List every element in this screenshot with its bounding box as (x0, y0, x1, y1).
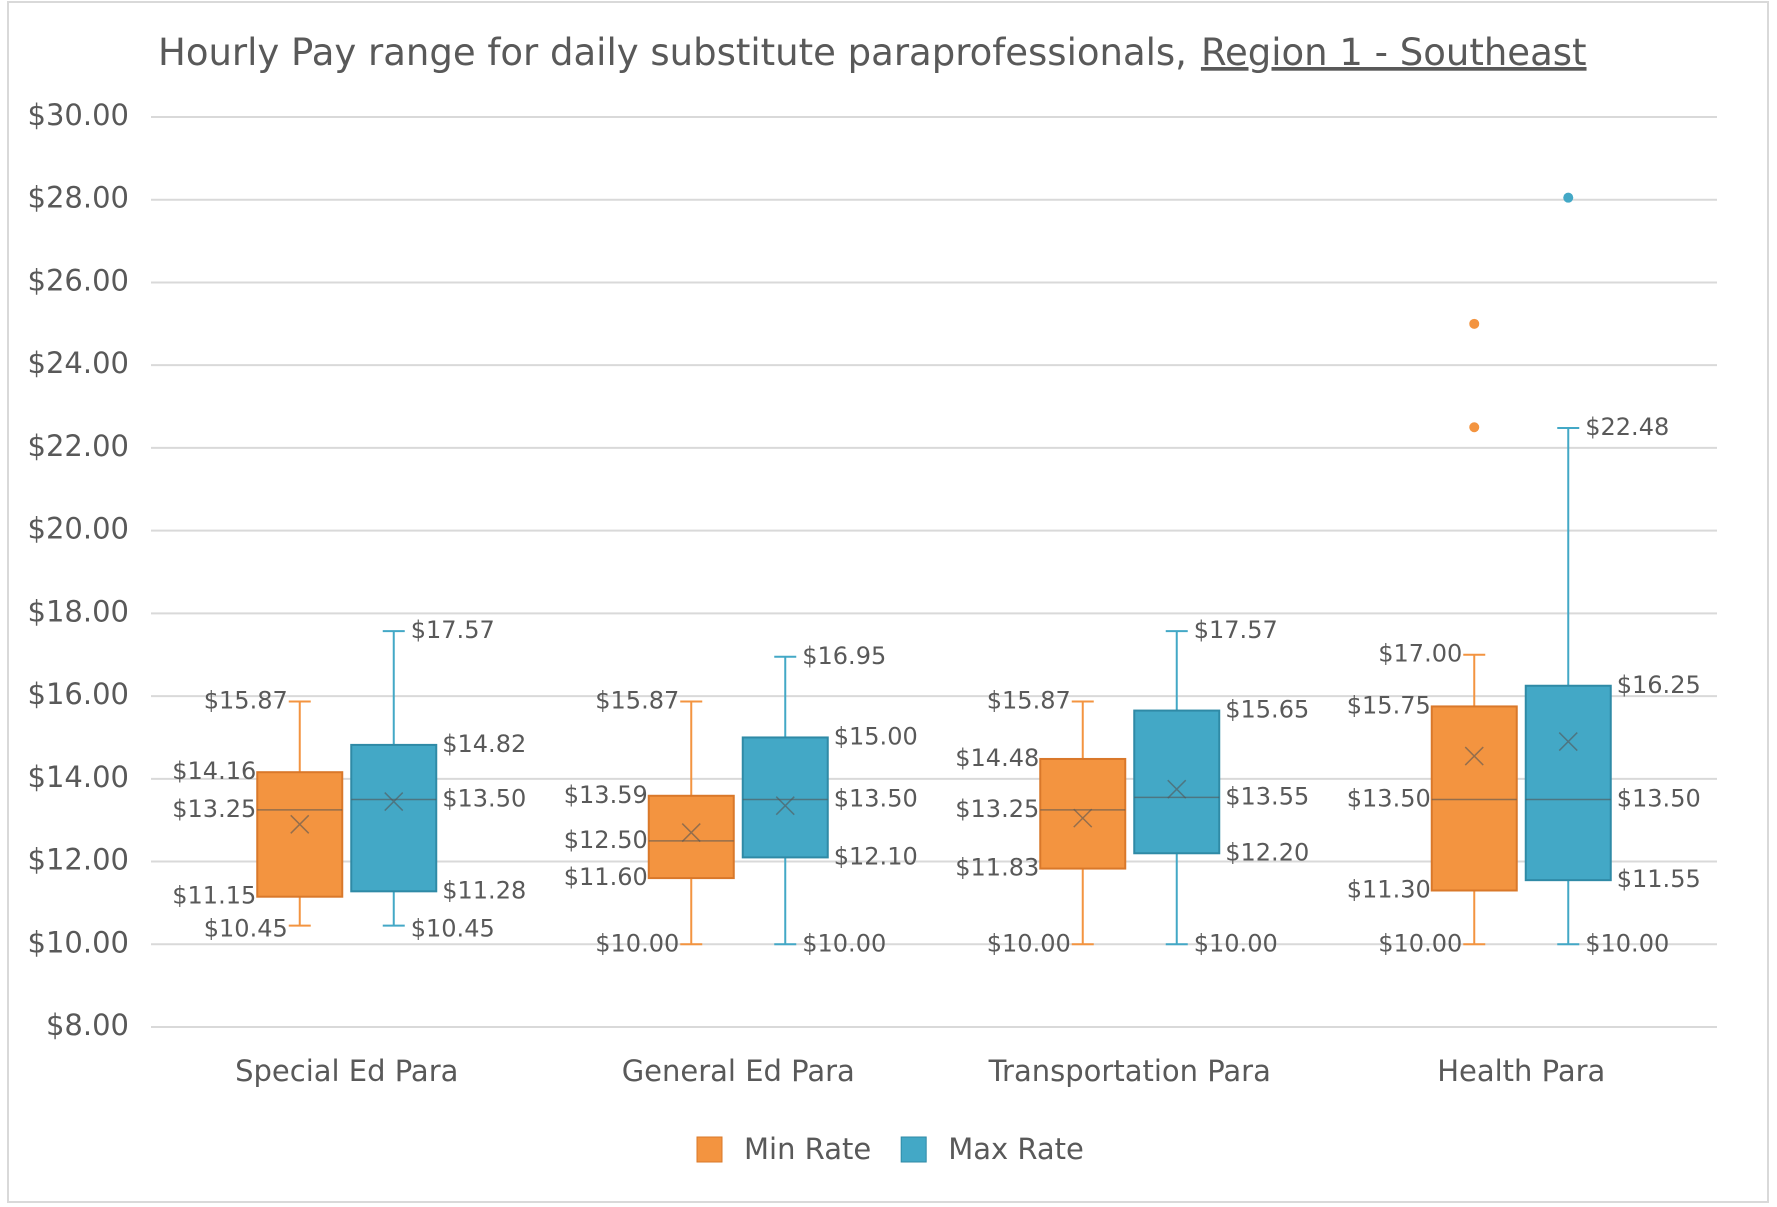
x-tick-label: Transportation Para (988, 1054, 1271, 1088)
legend-label: Min Rate (744, 1132, 871, 1166)
value-label: $10.00 (802, 929, 886, 957)
value-label: $16.25 (1617, 671, 1701, 699)
x-tick-label: Health Para (1437, 1054, 1605, 1088)
title-region: Region 1 - Southeast (1201, 31, 1587, 74)
value-label: $17.57 (1194, 616, 1278, 644)
legend-label: Max Rate (948, 1132, 1084, 1166)
legend-swatch (696, 1136, 723, 1163)
y-tick-label: $12.00 (28, 843, 129, 877)
y-tick-label: $26.00 (28, 263, 129, 297)
value-label: $11.28 (442, 876, 526, 904)
y-tick-label: $20.00 (28, 512, 129, 546)
value-label: $14.48 (955, 744, 1039, 772)
value-label: $14.16 (172, 757, 256, 785)
value-label: $13.50 (1347, 785, 1431, 813)
value-label: $13.50 (442, 785, 526, 813)
mean-marker (1464, 746, 1484, 766)
value-label: $10.00 (595, 929, 679, 957)
value-label: $15.65 (1225, 696, 1309, 724)
value-label: $13.50 (834, 785, 918, 813)
value-label: $13.55 (1225, 782, 1309, 810)
value-label: $15.87 (204, 686, 288, 714)
value-label: $11.55 (1617, 865, 1701, 893)
y-tick-label: $30.00 (28, 98, 129, 132)
mean-marker (384, 792, 404, 812)
value-label: $12.20 (1225, 838, 1309, 866)
value-label: $15.75 (1347, 691, 1431, 719)
mean-marker (775, 796, 795, 816)
title-text: Hourly Pay range for daily substitute pa… (158, 31, 1187, 74)
value-label: $12.50 (564, 826, 648, 854)
value-label: $13.50 (1617, 785, 1701, 813)
value-label: $11.83 (955, 854, 1039, 882)
box (256, 771, 344, 898)
value-label: $13.25 (172, 795, 256, 823)
value-label: $13.25 (955, 795, 1039, 823)
outlier (1563, 192, 1574, 203)
y-tick-label: $22.00 (28, 429, 129, 463)
chart-title: Hourly Pay range for daily substitute pa… (158, 31, 1587, 74)
value-label: $10.00 (1194, 929, 1278, 957)
value-label: $10.45 (411, 915, 495, 943)
mean-marker (1558, 732, 1578, 752)
outlier (1469, 422, 1480, 433)
mean-marker (1167, 779, 1187, 799)
y-tick-label: $8.00 (46, 1008, 129, 1042)
value-label: $10.00 (1378, 929, 1462, 957)
mean-marker (681, 823, 701, 843)
mean-marker (1073, 808, 1093, 828)
box (350, 743, 438, 893)
y-tick-label: $10.00 (28, 925, 129, 959)
y-tick-label: $18.00 (28, 594, 129, 628)
x-tick-label: Special Ed Para (235, 1054, 458, 1088)
value-label: $12.10 (834, 842, 918, 870)
value-label: $17.00 (1378, 640, 1462, 668)
outlier (1469, 318, 1480, 329)
value-label: $14.82 (442, 730, 526, 758)
y-tick-label: $24.00 (28, 346, 129, 380)
y-tick-label: $16.00 (28, 677, 129, 711)
y-tick-label: $14.00 (28, 760, 129, 794)
legend-swatch (900, 1136, 927, 1163)
value-label: $10.00 (987, 929, 1071, 957)
value-label: $15.87 (987, 686, 1071, 714)
x-tick-label: General Ed Para (622, 1054, 855, 1088)
value-label: $11.15 (172, 882, 256, 910)
value-label: $10.45 (204, 915, 288, 943)
box (647, 794, 735, 880)
value-label: $11.60 (564, 863, 648, 891)
y-tick-label: $28.00 (28, 181, 129, 215)
box (1524, 684, 1612, 882)
value-label: $17.57 (411, 616, 495, 644)
box (1039, 757, 1127, 870)
box (741, 736, 829, 859)
value-label: $22.48 (1585, 413, 1669, 441)
value-label: $16.95 (802, 642, 886, 670)
mean-marker (290, 814, 310, 834)
value-label: $13.59 (564, 781, 648, 809)
box (1133, 709, 1221, 855)
box (1430, 705, 1518, 892)
chart-frame (7, 1, 1769, 1203)
value-label: $15.87 (595, 686, 679, 714)
value-label: $11.30 (1347, 876, 1431, 904)
value-label: $15.00 (834, 722, 918, 750)
value-label: $10.00 (1585, 929, 1669, 957)
